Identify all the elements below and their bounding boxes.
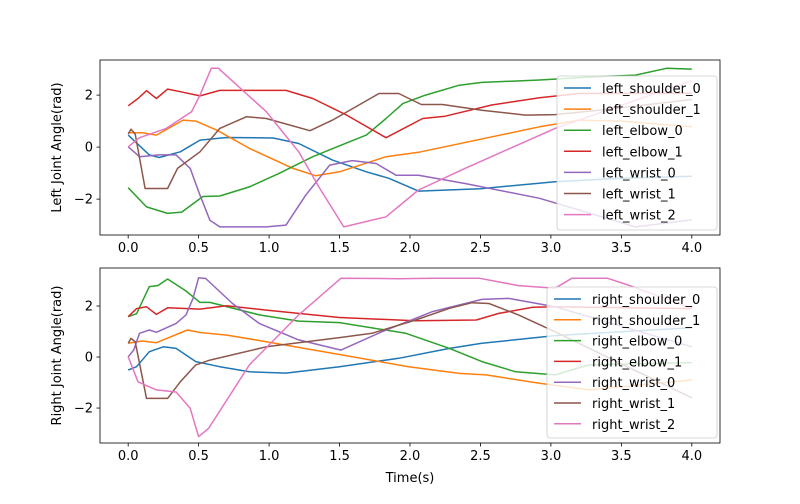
legend-label: right_elbow_1	[592, 355, 682, 370]
x-tick-label: 0.5	[188, 449, 209, 464]
subplot-1: 0.0 0.5 1.0 1.5 2.0 2.5 3.0 3.5 4.0 −2 0 2 Right Joi…	[50, 267, 721, 486]
legend-label: left_wrist_1	[602, 188, 676, 203]
x-tick-label: 2.5	[470, 241, 491, 256]
legend-label: right_wrist_0	[592, 376, 675, 391]
legend-label: left_shoulder_1	[602, 103, 701, 118]
series-line-right_elbow_1	[127, 305, 692, 322]
series-line-right_shoulder_0	[127, 326, 692, 374]
legend-box	[546, 286, 718, 439]
series-line-left_wrist_2	[127, 67, 693, 228]
legend-label: right_elbow_0	[592, 335, 682, 350]
y-tick-label: 0	[85, 141, 93, 156]
series-group	[127, 276, 693, 438]
series-line-right_elbow_0	[127, 278, 692, 376]
series-line-left_wrist_1	[127, 92, 692, 190]
x-axis-label: Time(s)	[385, 471, 435, 486]
legend: right_shoulder_0 right_shoulder_1 right_el…	[546, 286, 718, 439]
y-tick-label: −2	[74, 402, 93, 417]
x-tick-label: 1.5	[329, 241, 350, 256]
subplot-0: 0.0 0.5 1.0 1.5 2.0 2.5 3.0 3.5 4.0 −2 0 2 Left Join…	[50, 59, 721, 256]
series-line-right_shoulder_1	[128, 329, 692, 391]
legend-box	[556, 75, 718, 231]
y-axis-label: Right Joint Angle(rad)	[50, 286, 65, 426]
x-tick-label: 3.0	[541, 241, 562, 256]
legend-label: left_shoulder_0	[602, 82, 701, 97]
series-line-left_elbow_1	[127, 88, 692, 139]
x-tick-label: 4.0	[681, 241, 702, 256]
series-line-right_wrist_0	[127, 276, 693, 358]
x-tick-label: 3.0	[541, 449, 562, 464]
legend-label: right_shoulder_0	[592, 293, 700, 308]
legend-label: right_wrist_2	[592, 418, 675, 433]
legend-label: left_elbow_0	[602, 124, 683, 139]
series-line-left_wrist_0	[127, 146, 692, 228]
legend: left_shoulder_0 left_shoulder_1 left_elbow…	[556, 75, 718, 231]
y-tick-label: 0	[85, 351, 93, 366]
x-tick-label: 3.5	[611, 241, 632, 256]
x-tick-label: 1.0	[259, 241, 280, 256]
y-tick-label: 2	[85, 300, 93, 315]
y-tick-label: 2	[85, 89, 93, 104]
x-tick-label: 2.5	[470, 449, 491, 464]
series-line-right_wrist_1	[127, 301, 693, 400]
y-axis-label: Left Joint Angle(rad)	[50, 82, 65, 212]
x-tick-label: 0.0	[118, 241, 139, 256]
y-tick-label: −2	[74, 193, 93, 208]
series-line-right_wrist_2	[127, 277, 693, 438]
x-tick-label: 4.0	[681, 449, 702, 464]
legend-label: left_elbow_1	[602, 145, 683, 160]
x-tick-label: 2.0	[400, 449, 421, 464]
legend-label: right_wrist_1	[592, 397, 675, 412]
series-group	[127, 67, 693, 228]
x-tick-label: 3.5	[611, 449, 632, 464]
legend-label: left_wrist_2	[602, 209, 676, 224]
x-tick-label: 1.5	[329, 449, 350, 464]
legend-label: right_shoulder_1	[592, 314, 700, 329]
legend-label: left_wrist_0	[602, 166, 676, 181]
x-tick-label: 1.0	[259, 449, 280, 464]
x-tick-label: 0.5	[188, 241, 209, 256]
x-tick-label: 2.0	[400, 241, 421, 256]
x-tick-label: 0.0	[118, 449, 139, 464]
